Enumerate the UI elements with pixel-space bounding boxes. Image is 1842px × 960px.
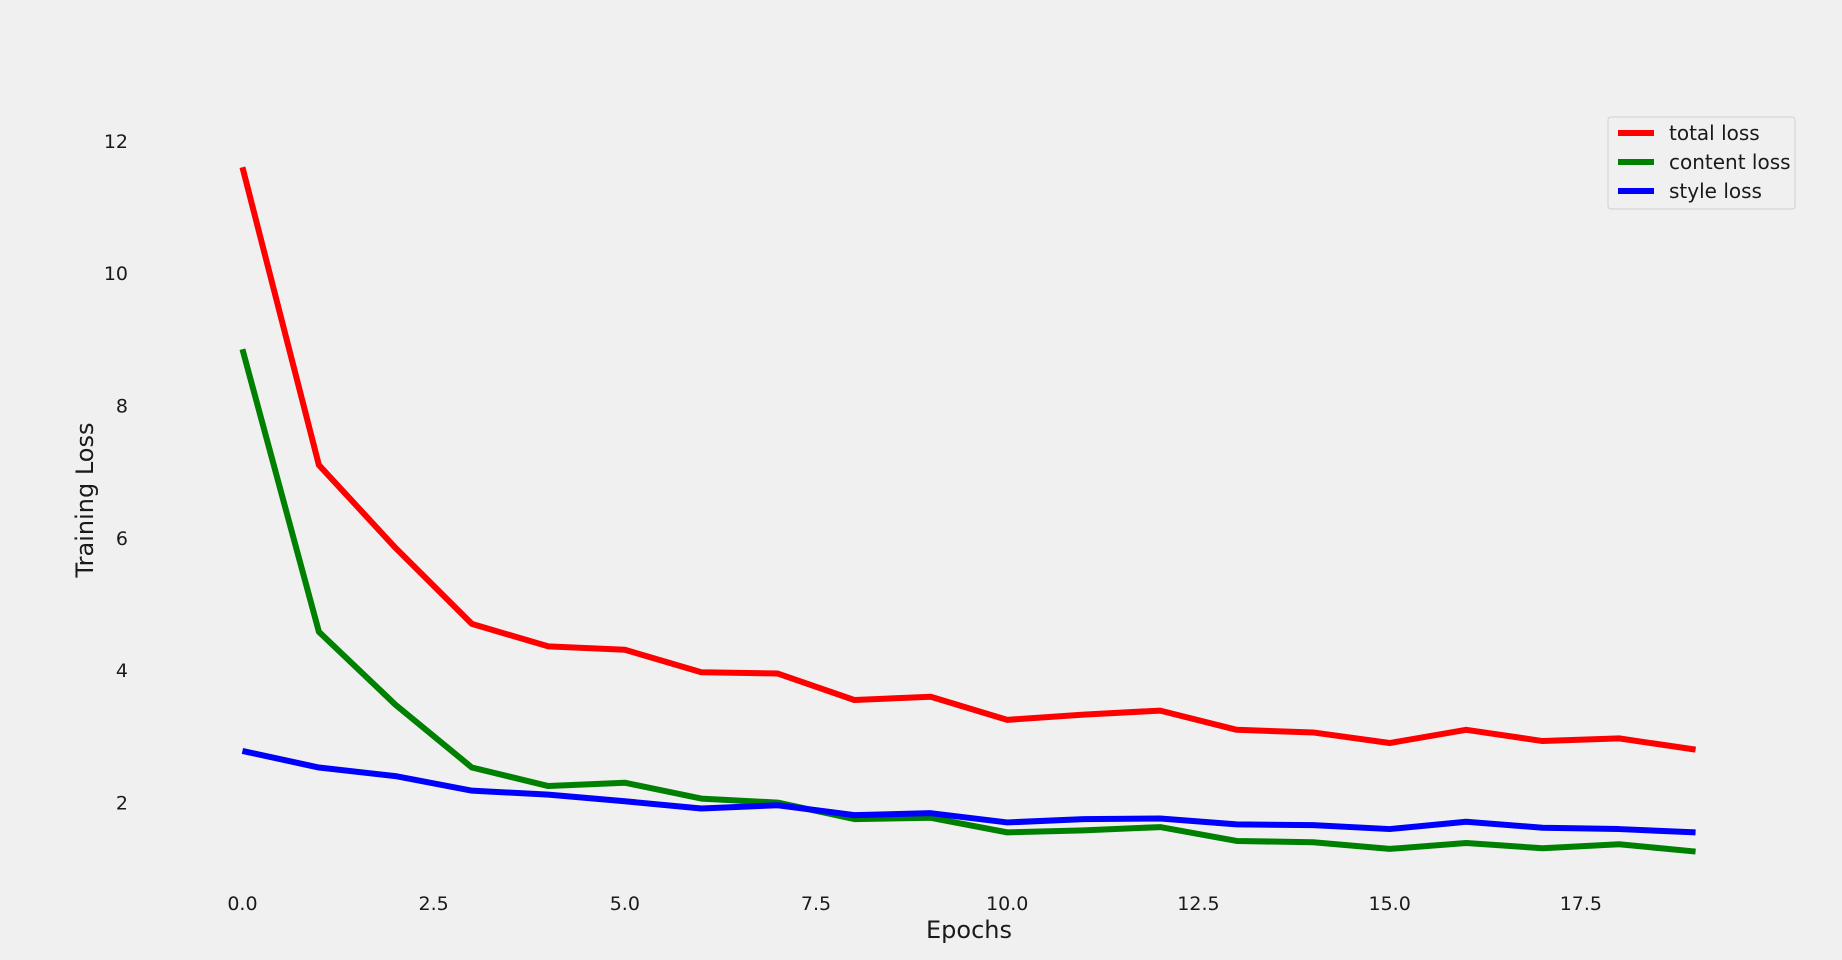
y-tick-label: 2 bbox=[116, 793, 128, 815]
y-tick-label: 4 bbox=[116, 660, 128, 682]
legend: total loss content loss style loss bbox=[1607, 116, 1796, 210]
y-tick-label: 12 bbox=[104, 131, 128, 153]
x-axis-label: Epochs bbox=[926, 916, 1012, 944]
x-tick-label: 2.5 bbox=[419, 893, 449, 915]
series-line-content-loss bbox=[239, 348, 1696, 855]
series-line-total-loss bbox=[239, 166, 1697, 753]
x-axis-ticks: 0.0 2.5 5.0 7.5 10.0 12.5 15.0 17.5 bbox=[227, 893, 1602, 915]
y-tick-label: 8 bbox=[116, 396, 128, 418]
x-tick-label: 7.5 bbox=[801, 893, 831, 915]
legend-label-total-loss: total loss bbox=[1669, 121, 1760, 145]
x-tick-label: 0.0 bbox=[227, 893, 257, 915]
x-tick-label: 17.5 bbox=[1560, 893, 1602, 915]
y-tick-label: 6 bbox=[116, 528, 128, 550]
legend-label-content-loss: content loss bbox=[1669, 150, 1791, 174]
x-tick-label: 10.0 bbox=[986, 893, 1028, 915]
legend-box bbox=[1607, 116, 1796, 210]
x-tick-label: 15.0 bbox=[1368, 893, 1410, 915]
series-lines bbox=[239, 166, 1697, 855]
legend-label-style-loss: style loss bbox=[1669, 179, 1762, 203]
x-tick-label: 12.5 bbox=[1177, 893, 1219, 915]
y-axis-ticks: 2 4 6 8 10 12 bbox=[104, 131, 128, 815]
y-axis-label: Training Loss bbox=[71, 423, 99, 579]
series-line-style-loss bbox=[241, 748, 1696, 836]
y-tick-label: 10 bbox=[104, 263, 128, 285]
x-tick-label: 5.0 bbox=[610, 893, 640, 915]
